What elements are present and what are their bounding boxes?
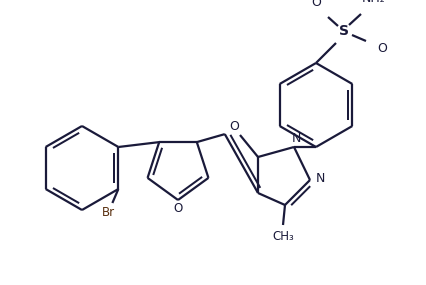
Text: N: N — [291, 131, 301, 144]
Text: O: O — [173, 203, 183, 215]
Text: O: O — [377, 42, 387, 56]
Text: NH₂: NH₂ — [362, 0, 386, 5]
Text: S: S — [339, 24, 349, 38]
Text: N: N — [315, 172, 325, 184]
Text: CH₃: CH₃ — [272, 231, 294, 243]
Text: O: O — [311, 0, 321, 9]
Text: O: O — [229, 121, 239, 133]
Text: Br: Br — [102, 207, 115, 219]
